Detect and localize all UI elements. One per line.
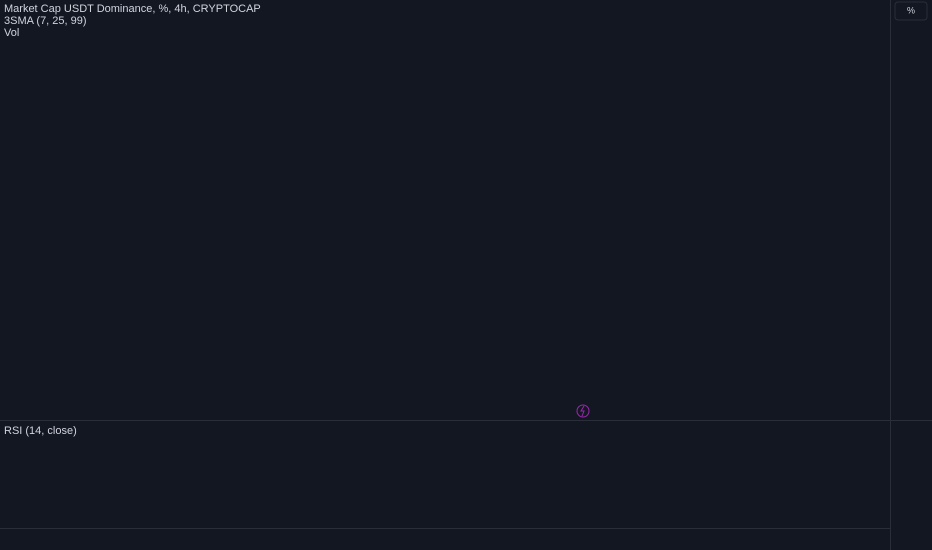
- event-icon[interactable]: [576, 404, 590, 418]
- event-icon-bolt: [580, 405, 585, 417]
- indicator-label: 3SMA (7, 25, 99): [4, 15, 87, 27]
- unit-button[interactable]: [894, 1, 928, 21]
- unit-button-label[interactable]: %: [907, 5, 915, 15]
- rsi-title: RSI (14, close): [4, 425, 77, 437]
- indicator-label: Vol: [4, 27, 19, 39]
- chart-title: Market Cap USDT Dominance, %, 4h, CRYPTO…: [4, 3, 261, 15]
